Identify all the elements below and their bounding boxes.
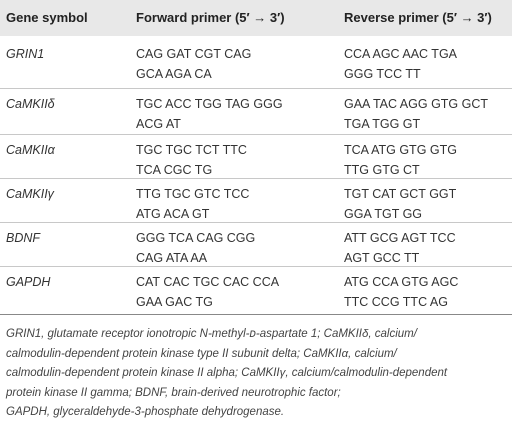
forward-primer: TGC ACC TGG TAG GGG — [136, 97, 283, 111]
forward-primer: CAT CAC TGC CAC CCA — [136, 275, 280, 289]
table-bottom-rule — [0, 314, 512, 315]
reverse-primer: ATT GCG AGT TCC — [344, 231, 456, 245]
reverse-primer: TGA TGG GT — [344, 117, 421, 131]
gene-symbol: GAPDH — [6, 275, 51, 289]
header-cell: Reverse primer (5′ → 3′) — [344, 10, 492, 25]
gene-symbol: GRIN1 — [6, 47, 45, 61]
gene-symbol: BDNF — [6, 231, 41, 245]
forward-primer: GCA AGA CA — [136, 67, 212, 81]
reverse-primer: TTC CCG TTC AG — [344, 295, 448, 309]
row-separator — [0, 266, 512, 267]
footnote-line: protein kinase II gamma; BDNF, brain-der… — [6, 386, 341, 399]
footnote-line: GAPDH, glyceraldehyde-3-phosphate dehydr… — [6, 406, 285, 418]
gene-symbol: CaMKIIγ — [6, 187, 54, 201]
footnote-line: calmodulin-dependent protein kinase type… — [6, 347, 397, 360]
row-separator — [0, 222, 512, 223]
row-separator — [0, 88, 512, 89]
gene-symbol: CaMKIIδ — [6, 97, 55, 111]
header-cell: Gene symbol — [6, 10, 88, 25]
row-separator — [0, 178, 512, 179]
reverse-primer: GGG TCC TT — [344, 67, 421, 81]
reverse-primer: ATG CCA GTG AGC — [344, 275, 459, 289]
reverse-primer: GGA TGT GG — [344, 207, 423, 221]
footnote-line: GRIN1, glutamate receptor ionotropic N-m… — [6, 328, 417, 340]
forward-primer: GGG TCA CAG CGG — [136, 231, 256, 245]
reverse-primer: GAA TAC AGG GTG GCT — [344, 97, 489, 111]
forward-primer: TGC TGC TCT TTC — [136, 143, 247, 157]
gene-symbol: CaMKIIα — [6, 143, 55, 157]
forward-primer: GAA GAC TG — [136, 295, 213, 309]
reverse-primer: TTG GTG CT — [344, 163, 420, 177]
footnote-line: calmodulin-dependent protein kinase II a… — [6, 367, 448, 379]
forward-primer: ATG ACA GT — [136, 207, 210, 221]
forward-primer: CAG ATA AA — [136, 251, 208, 265]
reverse-primer: TCA ATG GTG GTG — [344, 143, 457, 157]
header-cell: Forward primer (5′ → 3′) — [136, 10, 285, 25]
forward-primer: ACG AT — [136, 117, 181, 131]
reverse-primer: TGT CAT GCT GGT — [344, 187, 457, 201]
forward-primer: TCA CGC TG — [136, 163, 213, 177]
forward-primer: CAG GAT CGT CAG — [136, 47, 252, 61]
header-background — [0, 0, 512, 36]
row-separator — [0, 134, 512, 135]
reverse-primer: AGT GCC TT — [344, 251, 420, 265]
forward-primer: TTG TGC GTC TCC — [136, 187, 250, 201]
reverse-primer: CCA AGC AAC TGA — [344, 47, 458, 61]
